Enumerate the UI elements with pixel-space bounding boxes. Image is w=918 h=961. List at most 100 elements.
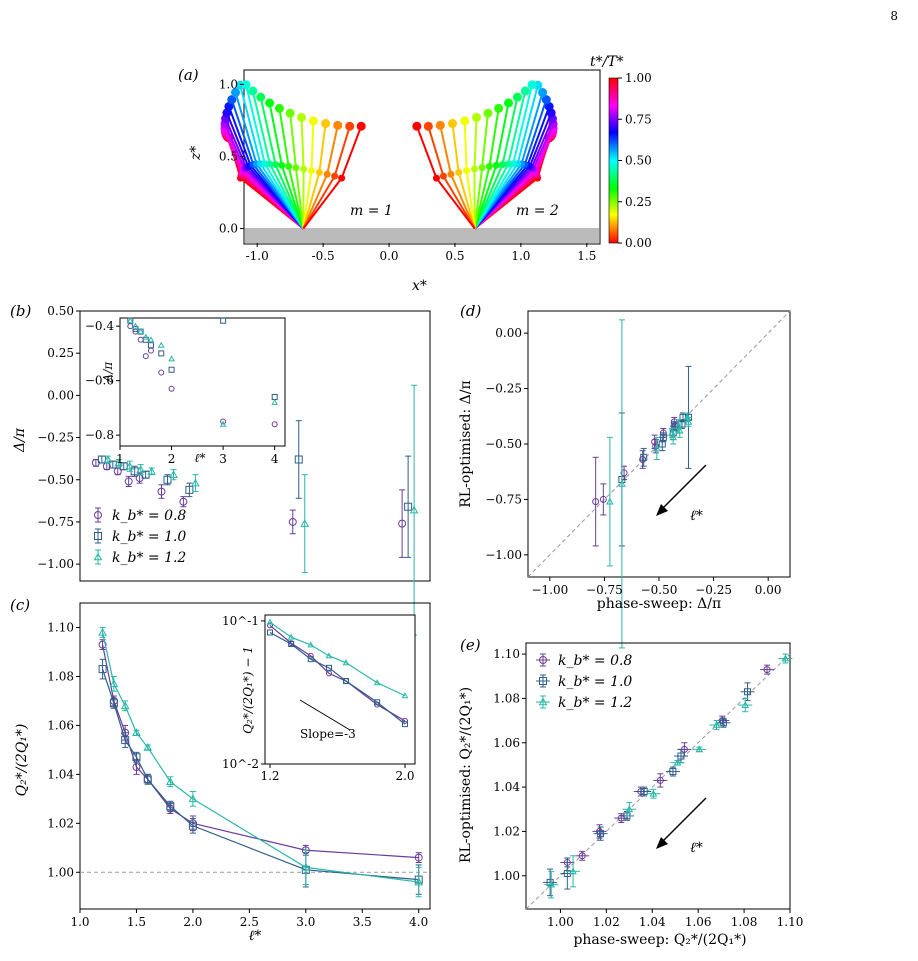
panel-d-point-s0 — [652, 442, 660, 450]
panel-c-inset-point-s2 — [401, 692, 409, 699]
panel-c-xtick-label: 1.0 — [70, 915, 89, 929]
panel-e-ylabel: RL-optimised: Q₂*/(2Q₁*) — [458, 687, 474, 863]
panel-b-inset-point-s0 — [142, 353, 149, 360]
panel-a-colorbar-label: t*/T* — [590, 54, 624, 70]
panel-e-point-s2 — [712, 720, 721, 728]
panel-c-point-s1 — [143, 775, 152, 784]
panel-d-point-s2 — [669, 433, 678, 441]
panel-b-inset-point-s2 — [271, 398, 279, 405]
panel-c-inset-ytick-label: 10^-1 — [222, 614, 259, 628]
panel-b-ytick-label: −0.25 — [37, 431, 74, 445]
panel-e-point-s0 — [656, 776, 664, 784]
panel-c-xlabel: ℓ* — [249, 928, 262, 944]
panel-b-point-s2 — [103, 454, 113, 463]
filament-m2-tip — [544, 102, 554, 112]
panel-c-ytick-label: 1.04 — [47, 767, 74, 781]
filament-m1-joint — [338, 174, 346, 182]
panel-c-ytick-label: 1.00 — [47, 865, 74, 879]
panel-c-ytick-label: 1.02 — [47, 816, 74, 830]
panel-b-point-s2 — [191, 478, 200, 487]
panel-b-inset-point-s0 — [220, 418, 227, 425]
panel-d-xtick-label: −0.25 — [695, 583, 732, 597]
filament-m1-tip — [333, 120, 343, 130]
panel-b-inset-point-s1 — [168, 366, 175, 373]
panel-d-point-s2 — [684, 417, 693, 425]
filament-m2-joint — [439, 172, 447, 180]
panel-b-inset-ytick-label: −0.4 — [85, 319, 115, 333]
panel-a-xtick-label: 1.5 — [577, 249, 596, 263]
panel-b-ytick-label: 0.00 — [47, 388, 74, 402]
panel-b-ytick-label: −1.00 — [37, 557, 74, 571]
panel-b-inset-xtick-label: 4 — [271, 452, 279, 466]
panel-e-data — [525, 653, 793, 910]
panel-c-inset-xtick-label: 1.2 — [260, 769, 279, 783]
panel-c-inset-point-s2 — [373, 679, 381, 686]
panel-e-ytick-label: 1.08 — [493, 691, 520, 705]
panel-b-inset-point-s1 — [147, 342, 154, 349]
panel-a-plot: m = 1 m = 2 -1.0 -0.5 0.0 0.5 1.0 1.5 0.0 0.5 1.… — [188, 69, 601, 294]
panel-e-ytick-label: 1.10 — [493, 647, 520, 661]
panel-b-inset-point-s2 — [219, 420, 227, 427]
filament-m2-tip — [483, 108, 493, 118]
filament-m2-joint — [478, 164, 486, 172]
colorbar-tick-label: 0.25 — [625, 195, 652, 209]
panel-b-inset-point-s2 — [157, 341, 165, 348]
panel-c-point-s1 — [98, 665, 107, 674]
filament-m2-joint — [432, 174, 440, 182]
panel-c-point-s2 — [120, 701, 130, 710]
panel-a-xlabel: x* — [412, 278, 427, 294]
panel-c-xtick-label: 2.0 — [183, 915, 202, 929]
filament-m2-tip — [472, 112, 482, 122]
panel-e-legend-marker-2 — [538, 697, 548, 706]
panel-b-inset-xlabel: ℓ* — [195, 451, 206, 465]
panel-c-ylabel: Q₂*/(2Q₁*) — [14, 724, 30, 797]
colorbar-tick-label: 0.00 — [625, 236, 652, 250]
panel-b-inset-point-s1 — [142, 336, 149, 343]
panel-e-xtick-label: 1.08 — [731, 915, 758, 929]
panel-c-point-s2 — [414, 877, 424, 886]
panel-e-xtick-label: 1.06 — [685, 915, 712, 929]
panel-b-point-s0 — [124, 477, 133, 486]
panel-a-ytick-label: 0.0 — [219, 222, 238, 236]
panel-b-inset-xtick-label: 2 — [168, 452, 176, 466]
panel-e-ytick-label: 1.04 — [493, 780, 520, 794]
filament-m1-joint — [285, 162, 293, 170]
panel-b-label: (b) — [10, 302, 31, 320]
filament-m1-joint — [272, 161, 280, 169]
panel-c-point-s2 — [132, 728, 141, 737]
panel-e-point-s2 — [625, 805, 634, 813]
panel-b-point-s0 — [179, 497, 188, 506]
panel-b-axes-frame — [79, 310, 431, 582]
panel-b-ytick-label: 0.25 — [47, 346, 74, 360]
panel-e-xtick-label: 1.02 — [593, 915, 620, 929]
panel-d-point-s0 — [592, 498, 600, 506]
panel-b-ylabel: Δ/π — [12, 427, 28, 453]
panel-c-inset-point-s2 — [266, 618, 274, 625]
panel-a-xtick-label: 0.5 — [445, 249, 464, 263]
filament-m1-joint — [292, 164, 300, 172]
panel-a-label: (a) — [178, 66, 199, 84]
panel-b-legend-marker-1 — [94, 532, 102, 540]
panel-b-inset-point-s2 — [147, 336, 155, 343]
panel-d-arrow — [659, 464, 707, 512]
panel-d-point-s0 — [620, 469, 628, 477]
panel-c-point-s1 — [188, 821, 197, 830]
panel-c-inset-ytick-label: 10^-2 — [222, 757, 259, 771]
panel-d-point-s1 — [640, 453, 648, 461]
panel-e-identity-line — [525, 653, 791, 910]
panel-b-point-s2 — [300, 519, 310, 527]
panel-d-arrowhead — [656, 504, 668, 516]
panel-c-point-s2 — [301, 862, 311, 871]
panel-b-ytick-label: −0.50 — [37, 473, 74, 487]
panel-c-inset-point-s1 — [307, 656, 314, 663]
panel-e-xlabel: phase-sweep: Q₂*/(2Q₁*) — [573, 932, 746, 948]
panel-e-legend-label-0: k_b* = 0.8 — [558, 653, 632, 669]
panel-d-xtick-label: −0.50 — [641, 583, 678, 597]
panel-a-colorbar — [608, 77, 619, 244]
panel-a-ytick-label: 0.5 — [219, 150, 238, 164]
panel-e-point-s2 — [741, 701, 750, 708]
panel-d-point-s1 — [658, 440, 666, 448]
panel-e-xtick-label: 1.10 — [777, 915, 804, 929]
panel-a-filament-snapshots — [220, 80, 558, 230]
panel-c-inset-point-s1 — [325, 664, 332, 671]
